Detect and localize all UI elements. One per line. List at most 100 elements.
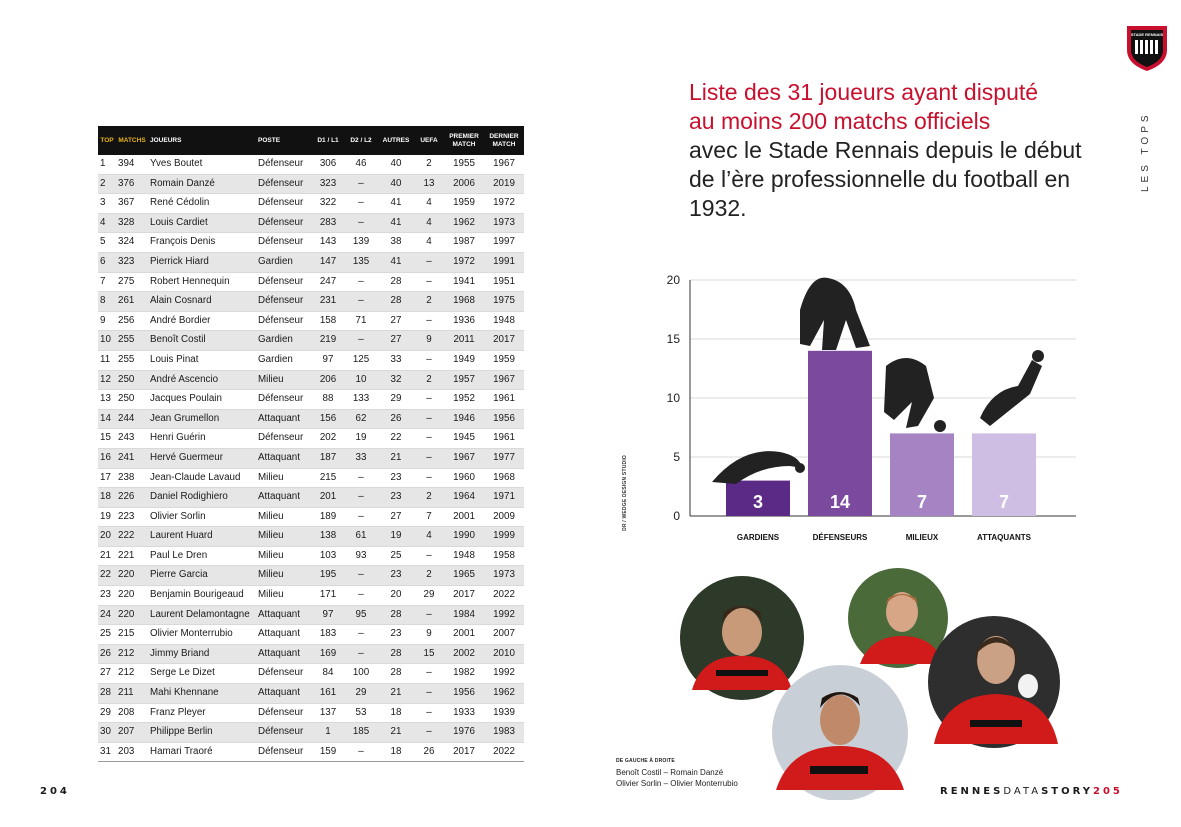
table-cell-uefa: – [414, 468, 444, 489]
table-cell-d2: – [344, 468, 378, 489]
table-cell-matchs: 250 [116, 370, 148, 391]
table-cell-uefa: 2 [414, 487, 444, 508]
table-cell-joueurs: Pierre Garcia [148, 565, 256, 587]
table-cell-d2: – [344, 624, 378, 645]
table-cell-d1: 187 [312, 448, 344, 469]
table-cell-d2: – [344, 644, 378, 665]
table-cell-d2: 33 [344, 448, 378, 469]
table-row: 31 203 Hamari Traoré Défenseur 159–18 26 2017 2… [98, 742, 524, 763]
table-cell-dernier-match: 1956 [484, 409, 524, 430]
table-cell-poste: Attaquant [256, 448, 312, 469]
table-cell-dernier-match: 2010 [484, 644, 524, 665]
table-cell-joueurs: Franz Pleyer [148, 703, 256, 724]
table-cell-top: 25 [98, 624, 116, 645]
table-cell-joueurs: Robert Hennequin [148, 272, 256, 293]
table-cell-top: 8 [98, 291, 116, 312]
table-cell-premier-match: 1948 [444, 546, 484, 567]
table-cell-d1: 183 [312, 624, 344, 645]
table-cell-top: 29 [98, 703, 116, 724]
table-cell-top: 4 [98, 213, 116, 234]
table-cell-matchs: 255 [116, 330, 148, 351]
table-cell-autres: 23 [378, 468, 414, 489]
table-cell-d2: 135 [344, 252, 378, 273]
table-cell-matchs: 220 [116, 565, 148, 587]
table-cell-autres: 25 [378, 546, 414, 567]
table-row: 24 220 Laurent Delamontagne Attaquant 97 95 28… [98, 605, 524, 626]
table-cell-autres: 23 [378, 487, 414, 508]
table-cell-dernier-match: 1983 [484, 722, 524, 743]
players-table-container: TOP MATCHS JOUEURS POSTE D1 / L1 D2 / L2 AUTRE… [98, 126, 524, 763]
table-cell-joueurs: Yves Boutet [148, 155, 256, 175]
player-photo-sorlin [772, 665, 908, 801]
chart-svg: 0 5 10 15 20 3 GARDIENS 14 DÉFENSEURS 7 MILIEUX 7 AT… [667, 273, 1076, 542]
table-cell-matchs: 226 [116, 487, 148, 508]
table-cell-premier-match: 1967 [444, 448, 484, 469]
caption-line-2: Olivier Sorlin – Olivier Monterrubio [616, 779, 738, 788]
players-table: TOP MATCHS JOUEURS POSTE D1 / L1 D2 / L2 AUTRE… [98, 126, 524, 763]
table-cell-dernier-match: 2022 [484, 742, 524, 763]
table-cell-joueurs: Benjamin Bourigeaud [148, 585, 256, 606]
table-row: 15 243 Henri Guérin Défenseur 202 19 22–1945 19… [98, 428, 524, 449]
table-cell-top: 9 [98, 311, 116, 332]
table-cell-uefa: – [414, 448, 444, 469]
table-cell-d2: 125 [344, 350, 378, 371]
table-cell-joueurs: Romain Danzé [148, 174, 256, 195]
table-cell-autres: 18 [378, 742, 414, 763]
table-cell-premier-match: 1982 [444, 663, 484, 685]
table-cell-premier-match: 1956 [444, 683, 484, 704]
table-cell-autres: 21 [378, 683, 414, 704]
bar-value-label: 7 [999, 492, 1009, 512]
table-cell-d2: 61 [344, 526, 378, 547]
table-cell-autres: 19 [378, 526, 414, 547]
table-cell-autres: 33 [378, 350, 414, 371]
table-cell-d1: 206 [312, 370, 344, 391]
section-label: LES TOPS [1140, 111, 1151, 192]
ball-icon [934, 420, 946, 432]
table-cell-d2: – [344, 565, 378, 587]
table-row: 17 238 Jean-Claude Lavaud Milieu 215–23–1960… [98, 468, 524, 489]
table-cell-uefa: – [414, 703, 444, 724]
table-cell-d2: – [344, 213, 378, 234]
y-tick-label: 10 [667, 391, 681, 405]
table-cell-top: 23 [98, 585, 116, 606]
table-cell-d1: 156 [312, 409, 344, 430]
table-cell-d1: 231 [312, 291, 344, 312]
goalkeeper-silhouette-icon [712, 451, 802, 484]
table-cell-matchs: 215 [116, 624, 148, 645]
table-cell-dernier-match: 1971 [484, 487, 524, 508]
table-cell-d2: 93 [344, 546, 378, 567]
table-row: 7 275 Robert Hennequin Défenseur 247–28–1941… [98, 272, 524, 293]
table-cell-uefa: 9 [414, 330, 444, 351]
table-cell-d2: 185 [344, 722, 378, 743]
table-row: 28 211 Mahi Khennane Attaquant 161 29 21–1956 1… [98, 683, 524, 704]
table-cell-uefa: 15 [414, 644, 444, 665]
table-cell-d1: 195 [312, 565, 344, 587]
bar-attaquants [972, 433, 1036, 516]
table-cell-premier-match: 1972 [444, 252, 484, 273]
table-row: 29 208 Franz Pleyer Défenseur 137 53 18–1933 19… [98, 703, 524, 724]
player-photo-costil [680, 576, 804, 700]
table-cell-autres: 22 [378, 428, 414, 449]
table-cell-uefa: – [414, 683, 444, 704]
table-cell-joueurs: Benoît Costil [148, 330, 256, 351]
y-tick-label: 15 [667, 332, 681, 346]
table-cell-uefa: – [414, 605, 444, 626]
table-cell-dernier-match: 1997 [484, 232, 524, 253]
table-cell-autres: 27 [378, 311, 414, 332]
table-cell-joueurs: Mahi Khennane [148, 683, 256, 704]
table-cell-premier-match: 2001 [444, 507, 484, 528]
table-cell-joueurs: Hamari Traoré [148, 742, 256, 763]
table-cell-premier-match: 2017 [444, 585, 484, 606]
table-cell-premier-match: 1962 [444, 213, 484, 234]
table-cell-top: 14 [98, 409, 116, 430]
table-cell-autres: 21 [378, 722, 414, 743]
table-cell-uefa: 2 [414, 155, 444, 175]
footer-brand: RENNESDATASTORY205 [940, 786, 1123, 797]
table-cell-matchs: 207 [116, 722, 148, 743]
table-cell-premier-match: 1990 [444, 526, 484, 547]
table-cell-d1: 169 [312, 644, 344, 665]
table-cell-d2: 62 [344, 409, 378, 430]
table-cell-premier-match: 1941 [444, 272, 484, 293]
table-cell-joueurs: Jean Grumellon [148, 409, 256, 430]
table-cell-autres: 23 [378, 624, 414, 645]
